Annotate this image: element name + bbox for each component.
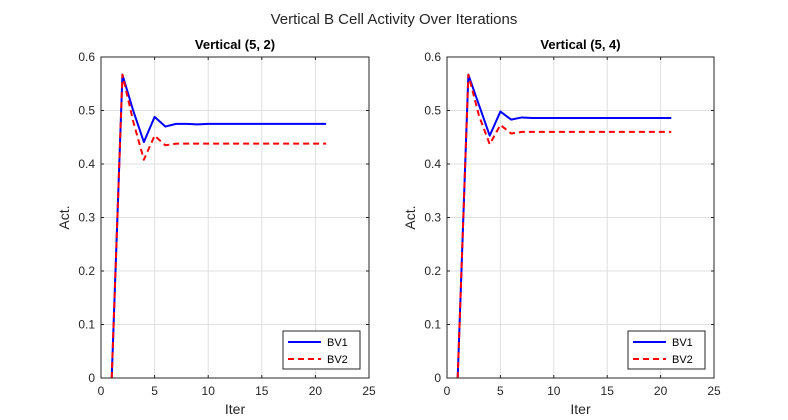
x-tick-label: 5 bbox=[497, 384, 504, 398]
y-tick-label: 0.6 bbox=[78, 50, 95, 64]
series-line-2 bbox=[110, 73, 327, 379]
subplot-title: Vertical (5, 2) bbox=[195, 37, 275, 52]
legend-label-1: BV1 bbox=[327, 337, 348, 349]
plots-container: 0 5 10 15 20 25 0 0.1 0.2 0.3 0.4 0.5 0.6 Vertical (5… bbox=[56, 37, 721, 417]
legend-box bbox=[282, 330, 361, 370]
x-tick-label: 10 bbox=[547, 384, 561, 398]
y-tick-label: 0.3 bbox=[424, 211, 441, 225]
y-tick-label: 0.1 bbox=[424, 318, 441, 332]
x-axis-label: Iter bbox=[225, 401, 246, 417]
x-axis-label: Iter bbox=[570, 401, 591, 417]
x-tick-label: 15 bbox=[255, 384, 269, 398]
y-tick-label: 0.6 bbox=[424, 50, 441, 64]
y-axis-label: Act. bbox=[402, 205, 418, 229]
x-tick-label: 15 bbox=[601, 384, 615, 398]
x-tick-label: 25 bbox=[707, 384, 721, 398]
y-tick-label: 0.2 bbox=[424, 264, 441, 278]
x-tick-label: 5 bbox=[151, 384, 158, 398]
legend-label-2: BV2 bbox=[672, 354, 693, 366]
x-tick-label: 0 bbox=[98, 384, 105, 398]
x-tick-label: 10 bbox=[202, 384, 216, 398]
subplot-title: Vertical (5, 4) bbox=[540, 37, 620, 52]
y-tick-label: 0 bbox=[88, 371, 95, 385]
x-tick-label: 25 bbox=[362, 384, 376, 398]
y-axis-label: Act. bbox=[56, 205, 72, 229]
figure-title: Vertical B Cell Activity Over Iterations bbox=[271, 11, 518, 28]
x-tick-label: 20 bbox=[309, 384, 323, 398]
y-tick-label: 0.5 bbox=[424, 104, 441, 118]
subplot-1: 0 5 10 15 20 25 0 0.1 0.2 0.3 0.4 0.5 0.6 Vertical (5… bbox=[56, 37, 376, 417]
y-tick-label: 0.4 bbox=[424, 157, 441, 171]
y-tick-label: 0.3 bbox=[78, 211, 95, 225]
y-tick-label: 0.1 bbox=[78, 318, 95, 332]
x-tick-label: 0 bbox=[444, 384, 451, 398]
y-tick-label: 0 bbox=[434, 371, 441, 385]
legend-label-1: BV1 bbox=[672, 337, 693, 349]
subplot-2: 0 5 10 15 20 25 0 0.1 0.2 0.3 0.4 0.5 0.6 Vertical (5… bbox=[402, 37, 721, 417]
legend-label-2: BV2 bbox=[327, 354, 348, 366]
legend-box bbox=[627, 330, 706, 370]
series-line-1 bbox=[456, 73, 672, 379]
y-tick-label: 0.4 bbox=[78, 157, 95, 171]
series-line-1 bbox=[110, 73, 327, 379]
x-tick-label: 20 bbox=[654, 384, 668, 398]
y-tick-label: 0.5 bbox=[78, 104, 95, 118]
series-line-2 bbox=[456, 73, 672, 379]
y-tick-label: 0.2 bbox=[78, 264, 95, 278]
